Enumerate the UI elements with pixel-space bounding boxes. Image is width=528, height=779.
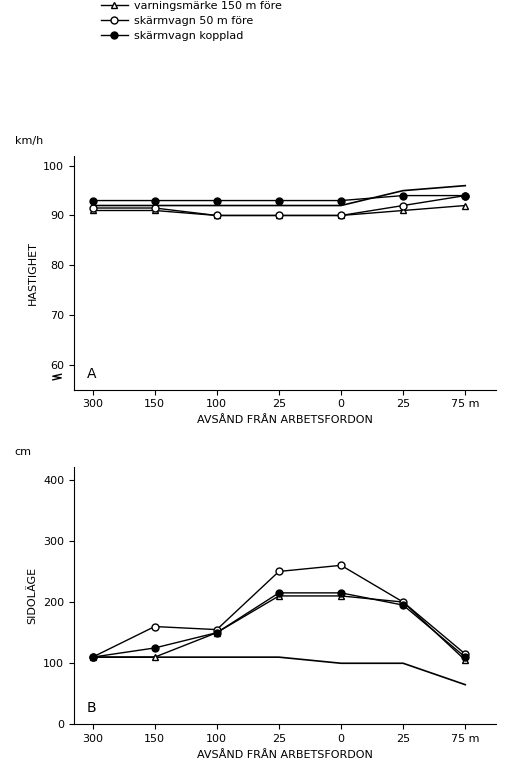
Y-axis label: HASTIGHET: HASTIGHET xyxy=(27,241,37,305)
Text: A: A xyxy=(87,367,96,381)
Y-axis label: SIDOLÄGE: SIDOLÄGE xyxy=(27,567,37,625)
Text: B: B xyxy=(87,700,96,714)
X-axis label: AVSÅND FRÅN ARBETSFORDON: AVSÅND FRÅN ARBETSFORDON xyxy=(197,749,373,760)
Text: km/h: km/h xyxy=(15,136,43,146)
Text: cm: cm xyxy=(15,447,32,457)
Legend: kontrollmätning, varningsmärke 150 m före, skärmvagn 50 m före, skärmvagn koppla: kontrollmätning, varningsmärke 150 m för… xyxy=(101,0,282,41)
X-axis label: AVSÅND FRÅN ARBETSFORDON: AVSÅND FRÅN ARBETSFORDON xyxy=(197,414,373,425)
